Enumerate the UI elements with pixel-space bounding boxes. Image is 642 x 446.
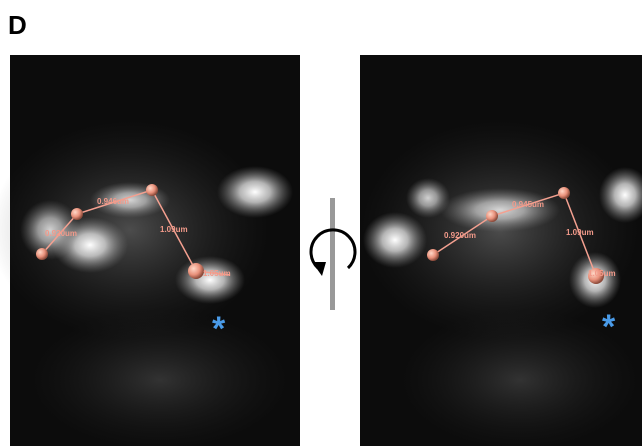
- microscopy-image-left: 0.920um 0.946um 1.09um 1.05um *: [0, 55, 300, 446]
- measurement-label: 0.945um: [512, 200, 544, 209]
- rotation-symbol: [311, 198, 355, 310]
- measurement-label: 0.920um: [444, 231, 476, 240]
- figure-panel: D 0.920um 0.946um 1.09um 1.05um *: [0, 0, 642, 446]
- measurement-label: 0.920um: [45, 229, 77, 238]
- panel-label: D: [8, 10, 27, 40]
- measurement-label: 1.09um: [566, 228, 594, 237]
- asterisk-marker: *: [602, 308, 616, 346]
- measurement-label: 1.09um: [160, 225, 188, 234]
- measurement-label: 0.946um: [97, 197, 129, 206]
- microscopy-image-right: 0.920um 0.945um 1.09um 1.05um *: [360, 55, 642, 446]
- measurement-label: 1.05um: [588, 269, 616, 278]
- measurement-label: 1.05um: [203, 269, 231, 278]
- asterisk-marker: *: [212, 310, 226, 348]
